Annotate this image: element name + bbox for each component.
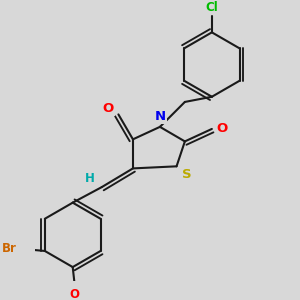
Text: H: H (84, 172, 94, 185)
Text: Cl: Cl (206, 1, 218, 14)
Text: S: S (182, 168, 192, 181)
Text: Br: Br (2, 242, 17, 255)
Text: N: N (154, 110, 166, 123)
Text: O: O (102, 102, 114, 115)
Text: O: O (217, 122, 228, 135)
Text: O: O (70, 288, 80, 300)
